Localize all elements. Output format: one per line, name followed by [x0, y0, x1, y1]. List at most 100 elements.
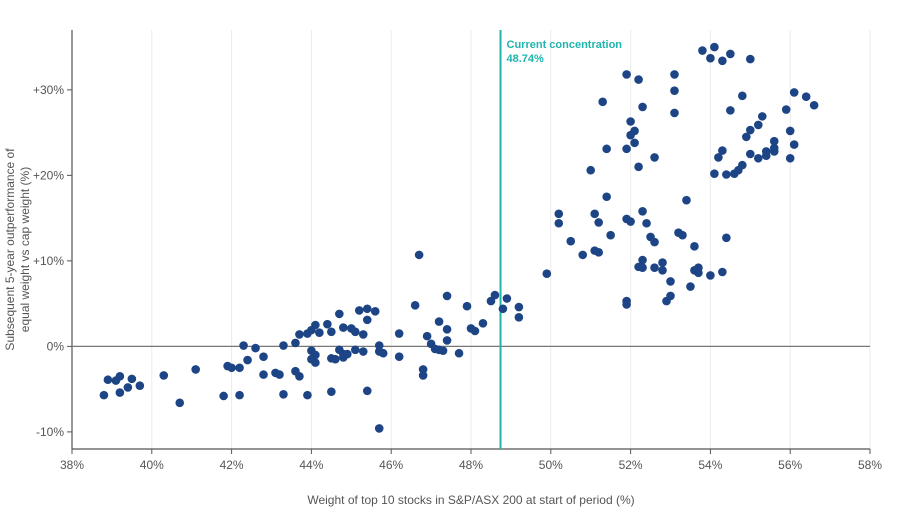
data-point [626, 217, 635, 226]
data-point [478, 319, 488, 328]
data-point [594, 248, 603, 257]
data-point [291, 338, 300, 348]
data-point [658, 265, 667, 275]
data-point [694, 268, 703, 278]
y-tick-label: +30% [33, 83, 64, 97]
data-point [362, 386, 372, 396]
data-point [350, 345, 360, 355]
data-point [726, 106, 735, 115]
data-point [374, 341, 384, 350]
data-point [339, 323, 348, 332]
data-point [99, 390, 109, 400]
data-point [726, 49, 735, 59]
data-point [311, 358, 320, 367]
data-point [279, 341, 288, 350]
data-point [634, 75, 643, 84]
data-point [295, 372, 304, 381]
data-point [769, 136, 779, 146]
x-tick-label: 48% [459, 458, 483, 472]
data-point [343, 349, 352, 359]
data-point [331, 354, 340, 364]
data-point [115, 388, 125, 397]
reference-line-group: Current concentration 48.74% [499, 30, 623, 449]
data-point [785, 153, 795, 163]
data-point [514, 313, 524, 322]
data-point [251, 343, 260, 353]
data-point [135, 381, 145, 391]
data-point [502, 294, 512, 303]
data-point [602, 192, 611, 202]
data-point [746, 54, 755, 64]
data-point [303, 390, 312, 400]
tick-labels: -10% 0% +10% +20% +30% 38% 40% 42% 44% 46% 48% 50% 5… [3, 83, 882, 507]
data-point [638, 263, 647, 273]
data-point [718, 267, 727, 277]
data-point [542, 269, 552, 279]
data-point [718, 56, 727, 66]
data-point [370, 307, 380, 316]
data-point [626, 117, 635, 126]
data-point [634, 162, 643, 172]
data-point [259, 370, 268, 379]
data-point [590, 209, 599, 219]
data-point [358, 347, 368, 356]
data-point [642, 218, 651, 228]
data-point [722, 233, 731, 243]
data-point [418, 371, 428, 380]
data-point [753, 153, 763, 163]
x-tick-label: 54% [698, 458, 722, 472]
data-point [438, 346, 448, 355]
grid-lines [151, 30, 871, 449]
data-point [602, 144, 611, 154]
data-point [394, 329, 404, 338]
data-point [315, 328, 324, 338]
data-point [761, 151, 771, 160]
data-point [311, 350, 320, 360]
y-tick-label: +10% [33, 254, 64, 268]
data-point [103, 375, 113, 385]
x-tick-label: 52% [619, 458, 643, 472]
data-point [722, 170, 731, 179]
data-point [374, 424, 384, 433]
data-point [666, 277, 675, 286]
data-point [789, 88, 799, 97]
data-point [738, 160, 747, 170]
data-point [514, 302, 524, 312]
data-point [753, 120, 763, 130]
data-point [690, 242, 699, 251]
data-point [327, 327, 336, 337]
data-point [394, 352, 404, 361]
data-point [554, 218, 564, 228]
data-point [622, 144, 631, 154]
data-point [630, 138, 639, 148]
data-point [243, 355, 252, 365]
data-point [442, 291, 452, 301]
data-point [414, 250, 424, 260]
data-point [275, 370, 284, 379]
data-point [498, 304, 508, 314]
data-point [757, 112, 767, 121]
data-point [115, 372, 125, 381]
data-point [650, 153, 659, 162]
data-point [235, 363, 244, 373]
y-tick-label: +20% [33, 168, 64, 182]
data-point [638, 206, 647, 216]
data-point [175, 398, 185, 408]
current-concentration-label: Current concentration [507, 39, 623, 51]
data-point [650, 263, 659, 273]
data-point [638, 102, 647, 112]
data-point [422, 331, 432, 341]
data-point [710, 169, 719, 178]
data-point [622, 70, 631, 79]
data-point [259, 352, 268, 361]
data-point [710, 42, 719, 52]
data-point [191, 365, 200, 374]
data-point [606, 230, 615, 240]
data-point [638, 255, 647, 265]
data-points [99, 42, 819, 433]
y-axis-title-line: Subsequent 5-year outperformance of [3, 148, 17, 351]
x-tick-label: 58% [858, 458, 882, 472]
data-point [566, 236, 576, 246]
x-tick-label: 50% [539, 458, 563, 472]
